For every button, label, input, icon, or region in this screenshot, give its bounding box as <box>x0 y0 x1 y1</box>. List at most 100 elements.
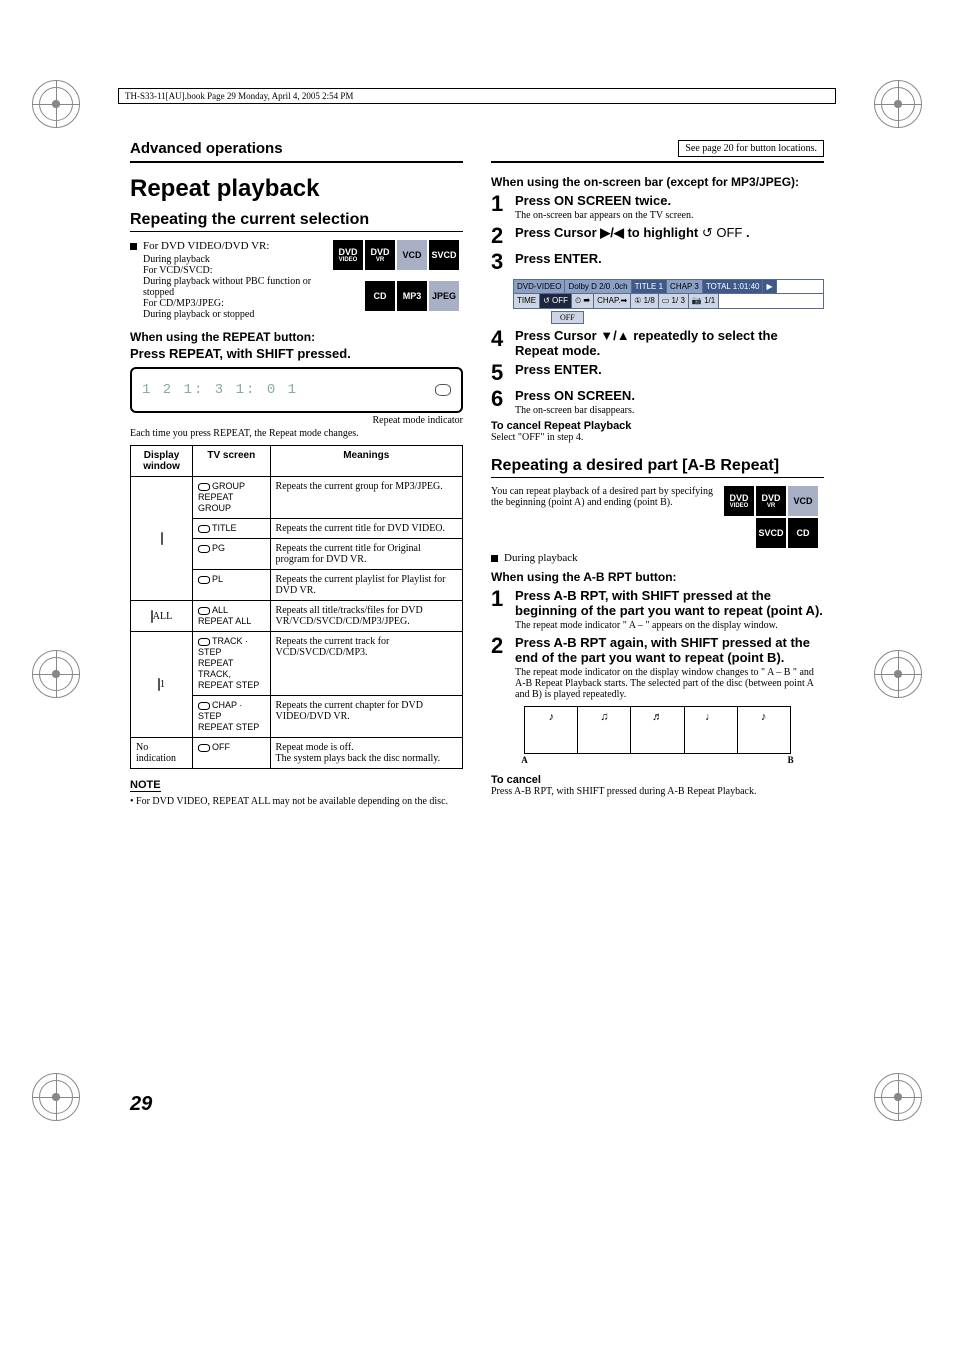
crop-header: TH-S33-11[AU].book Page 29 Monday, April… <box>118 88 836 104</box>
subsection-title: Repeating the current selection <box>130 211 463 232</box>
repeat-icon <box>161 532 163 545</box>
fmt-vcd: VCD <box>397 240 427 270</box>
bullet-icon <box>491 555 498 562</box>
tv-title: TITLE <box>212 523 237 533</box>
left-column: Advanced operations Repeat playback Repe… <box>130 140 463 1091</box>
indicator-caption: Repeat mode indicator <box>130 415 463 426</box>
ab-step-num-1: 1 <box>491 588 509 631</box>
osd-title: TITLE 1 <box>632 280 667 293</box>
step6-desc: The on-screen bar disappears. <box>515 405 824 416</box>
crop-mark <box>874 80 922 128</box>
step-num-2: 2 <box>491 225 509 247</box>
m-title: Repeats the current title for DVD VIDEO. <box>270 519 462 539</box>
header-ref-box: See page 20 for button locations. <box>678 140 824 157</box>
osd-play: ▶ <box>763 280 776 293</box>
osd-chaparrow: CHAP.➡ <box>594 294 631 308</box>
press-repeat: Press REPEAT, with SHIFT pressed. <box>130 346 463 361</box>
fmt-vcd: VCD <box>788 486 818 516</box>
osd-time: TIME <box>514 294 540 308</box>
dw-none: No indication <box>131 738 193 769</box>
subsection-ab: Repeating a desired part [A-B Repeat] <box>491 457 824 478</box>
osd-dvd: DVD-VIDEO <box>514 280 565 293</box>
step-num-1: 1 <box>491 193 509 221</box>
step2-title: Press Cursor ▶/◀ to highlight ↺ OFF . <box>515 225 824 241</box>
osd-13: ▭ 1/ 3 <box>659 294 689 308</box>
ab-step2-desc: The repeat mode indicator on the display… <box>515 667 824 700</box>
crop-mark <box>874 650 922 698</box>
step4-title: Press Cursor ▼/▲ repeatedly to select th… <box>515 328 824 358</box>
repeat-table: Display window TV screen Meanings GROUPR… <box>130 445 463 769</box>
cond-4: For CD/MP3/JPEG: <box>143 298 323 309</box>
crop-mark <box>32 1073 80 1121</box>
step1-title: Press ON SCREEN twice. <box>515 193 824 208</box>
tv-all: ALL <box>212 605 228 615</box>
m-off: Repeat mode is off. The system plays bac… <box>270 738 462 769</box>
tv-track2: REPEAT TRACK, REPEAT STEP <box>198 658 259 690</box>
cond-1: During playback <box>143 254 323 265</box>
ab-intro: You can repeat playback of a desired par… <box>491 486 714 548</box>
ab-step2-title: Press A-B RPT again, with SHIFT pressed … <box>515 635 824 665</box>
ab-diagram: ♪A ♫ ♬ ♩ ♪B <box>524 706 790 754</box>
m-pl: Repeats the current playlist for Playlis… <box>270 570 462 601</box>
th-dw: Display window <box>131 446 193 477</box>
fmt-dvd-vr: DVDVR <box>756 486 786 516</box>
tv-pl: PL <box>212 574 223 584</box>
format-badges: DVDVIDEO DVDVR VCD SVCD CD MP3 JPEG <box>333 240 463 320</box>
fmt-mp3: MP3 <box>397 281 427 311</box>
osd-chap: CHAP 3 <box>667 280 703 293</box>
fmt-dvd-video: DVDVIDEO <box>333 240 363 270</box>
m-group: Repeats the current group for MP3/JPEG. <box>270 477 462 519</box>
m-track: Repeats the current track for VCD/SVCD/C… <box>270 632 462 696</box>
fmt-svcd: SVCD <box>429 240 459 270</box>
each-time: Each time you press REPEAT, the Repeat m… <box>130 428 463 439</box>
page-content: Advanced operations Repeat playback Repe… <box>130 140 824 1091</box>
th-tv: TV screen <box>193 446 270 477</box>
ab-step1-title: Press A-B RPT, with SHIFT pressed at the… <box>515 588 824 618</box>
step5-title: Press ENTER. <box>515 362 824 377</box>
cond-2: For VCD/SVCD: <box>143 265 323 276</box>
osd-repeat-off: ↺ OFF <box>540 294 572 308</box>
note-body: • For DVD VIDEO, REPEAT ALL may not be a… <box>130 796 463 807</box>
right-column: See page 20 for button locations. When u… <box>491 140 824 1091</box>
step-num-5: 5 <box>491 362 509 384</box>
dw-all: ALL <box>153 611 172 622</box>
osd-bar: DVD-VIDEO Dolby D 2/0 .0ch TITLE 1 CHAP … <box>513 279 824 309</box>
fmt-cd: CD <box>788 518 818 548</box>
tv-group2: REPEAT GROUP <box>198 492 233 513</box>
fmt-dvd-video: DVDVIDEO <box>724 486 754 516</box>
page-number: 29 <box>130 1093 152 1116</box>
cancel1-desc: Select "OFF" in step 4. <box>491 432 824 443</box>
fmt-svcd: SVCD <box>756 518 786 548</box>
th-m: Meanings <box>270 446 462 477</box>
repeat-icon <box>151 610 153 623</box>
section-title: Repeat playback <box>130 175 463 203</box>
osd-total: TOTAL 1:01:40 <box>703 280 764 293</box>
tv-all2: REPEAT ALL <box>198 616 251 626</box>
display-window: 1 2 1: 3 1: 0 1 <box>130 367 463 413</box>
tv-pg: PG <box>212 543 225 553</box>
osd-clock: ⏲ ➡ <box>572 294 594 308</box>
osd-18: ① 1/8 <box>631 294 659 308</box>
crop-mark <box>32 650 80 698</box>
step-num-4: 4 <box>491 328 509 358</box>
cond-5: During playback or stopped <box>143 309 323 320</box>
ab-step1-desc: The repeat mode indicator " A – " appear… <box>515 620 824 631</box>
osd-off-popup: OFF <box>551 311 584 324</box>
m-chap: Repeats the current chapter for DVD VIDE… <box>270 696 462 738</box>
step3-title: Press ENTER. <box>515 251 824 266</box>
m-all: Repeats all title/tracks/files for DVD V… <box>270 601 462 632</box>
tv-group: GROUP <box>212 481 245 491</box>
dw-1: 1 <box>160 679 165 690</box>
step6-title: Press ON SCREEN. <box>515 388 824 403</box>
osd-11: 📷 1/1 <box>689 294 719 308</box>
step-num-6: 6 <box>491 388 509 416</box>
format-badges-2: DVDVIDEO DVDVR VCD SVCD CD <box>724 486 824 548</box>
repeat-icon <box>435 384 451 396</box>
crop-mark <box>874 1073 922 1121</box>
osd-dolby: Dolby D 2/0 .0ch <box>565 280 631 293</box>
ab-step-num-2: 2 <box>491 635 509 700</box>
step-num-3: 3 <box>491 251 509 273</box>
cond-3: During playback without PBC function or … <box>143 276 323 298</box>
cancel2-desc: Press A-B RPT, with SHIFT pressed during… <box>491 786 824 797</box>
cond-0: For DVD VIDEO/DVD VR: <box>143 240 269 252</box>
